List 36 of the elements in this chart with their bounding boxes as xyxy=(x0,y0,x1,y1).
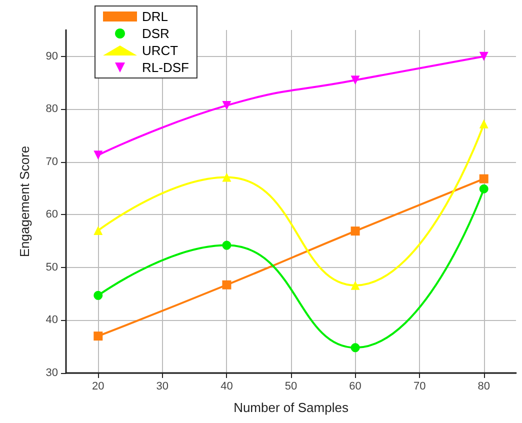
legend-label: DSR xyxy=(142,26,170,41)
legend-label: RL-DSF xyxy=(142,60,190,75)
point xyxy=(479,119,488,128)
x-tick-label: 50 xyxy=(284,380,298,392)
y-axis-title: Engagement Score xyxy=(17,146,32,258)
point xyxy=(222,172,232,182)
legend-label: DRL xyxy=(142,9,168,24)
x-axis-title: Number of Samples xyxy=(234,400,349,415)
point xyxy=(94,290,103,300)
point xyxy=(350,343,360,352)
point xyxy=(350,76,360,85)
x-tick-label: 30 xyxy=(156,380,169,392)
point xyxy=(222,280,232,290)
point xyxy=(479,52,488,61)
x-tick-label: 80 xyxy=(478,380,490,392)
y-tick-label: 90 xyxy=(46,50,58,62)
point xyxy=(350,226,360,236)
point xyxy=(350,280,360,290)
point xyxy=(479,184,488,194)
point xyxy=(94,332,103,341)
y-tick-label: 40 xyxy=(46,314,58,326)
y-tick-label: 80 xyxy=(46,103,58,116)
x-tick-label: 20 xyxy=(92,380,104,392)
x-tick-label: 70 xyxy=(413,380,426,392)
point xyxy=(222,240,232,250)
legend-label: URCT xyxy=(142,43,178,58)
y-tick-label: 70 xyxy=(46,156,58,168)
x-tick-label: 60 xyxy=(349,380,362,392)
point xyxy=(94,226,103,236)
point xyxy=(222,100,232,110)
y-tick-label: 60 xyxy=(46,208,58,221)
point xyxy=(479,174,488,184)
y-tick-label: 50 xyxy=(46,261,58,274)
point xyxy=(94,150,103,160)
y-tick-label: 30 xyxy=(46,367,58,379)
x-tick-label: 40 xyxy=(220,380,233,392)
